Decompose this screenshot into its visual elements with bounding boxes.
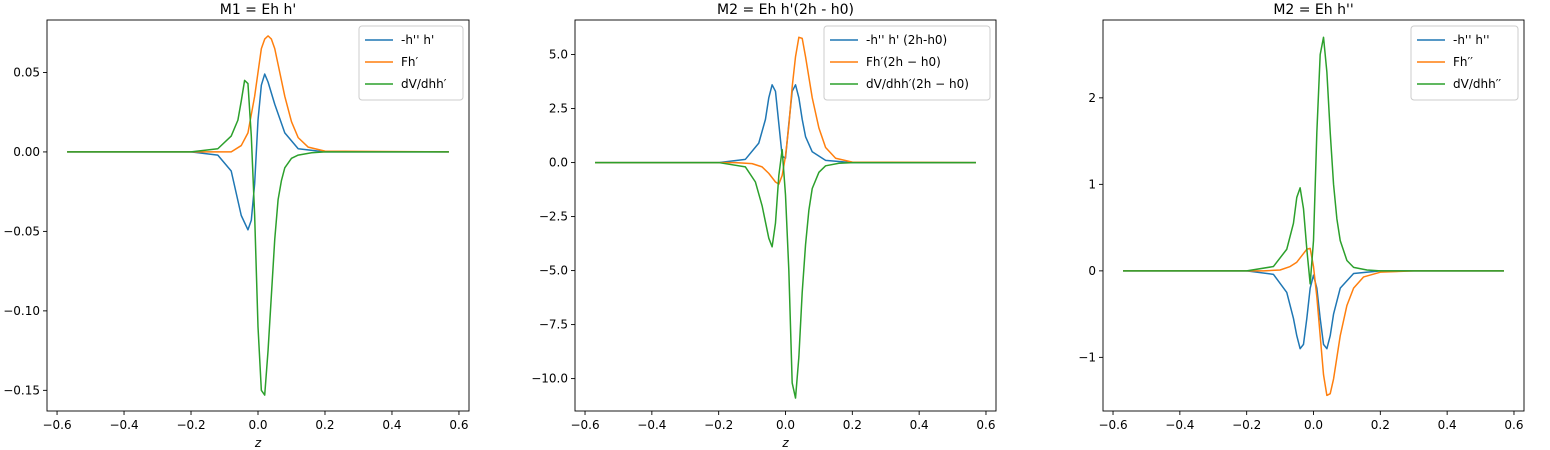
legend-box	[1410, 25, 1519, 101]
legend-label-3: dV/dhh′(2h − h0)	[866, 77, 969, 91]
legend-label-1: -h'' h' (2h-h0)	[866, 33, 947, 47]
x-tick-label: −0.2	[704, 418, 733, 432]
x-tick-label: 0.0	[776, 418, 795, 432]
series-line-1	[67, 73, 449, 231]
legend: -h'' h' (2h-h0) Fh′(2h − h0) dV/dhh′(2h − …	[823, 25, 991, 101]
x-tick-label: −0.6	[1098, 418, 1127, 432]
x-tick-label: 0.0	[248, 418, 267, 432]
x-tick-label: 0.4	[1438, 418, 1457, 432]
series-line-1	[1123, 270, 1504, 350]
series-line-3	[595, 148, 976, 399]
series-line-3	[1123, 36, 1504, 285]
y-tick-label: 0.00	[13, 145, 40, 159]
legend-box	[358, 25, 464, 101]
x-tick-label: 0.4	[382, 418, 401, 432]
y-tick-label: 2.5	[549, 102, 568, 116]
chart-panel-1: M1 = Eh h' −0.6 −0.4 −0.2 0.0 0.2 0.4 0.6 0.05 0.…	[3, 2, 470, 450]
y-tick-label: −10.0	[531, 372, 568, 386]
y-tick-label: −7.5	[539, 318, 568, 332]
chart-panel-2: M2 = Eh h'(2h - h0) −0.6 −0.4 −0.2 0.0 0.2 0.4…	[531, 2, 997, 450]
x-tick-label: 0.0	[1304, 418, 1323, 432]
y-tick-label: −1	[1078, 350, 1096, 364]
series-group	[1123, 36, 1504, 397]
x-tick-label: −0.6	[570, 418, 599, 432]
x-tick-label: 0.2	[843, 418, 862, 432]
x-tick-label: 0.4	[910, 418, 929, 432]
legend-label-1: -h'' h''	[1453, 33, 1490, 47]
x-axis-label: z	[254, 436, 262, 450]
y-tick-label: 0.05	[13, 65, 40, 79]
x-tick-label: 0.2	[1371, 418, 1390, 432]
y-tick-label: 0.0	[549, 156, 568, 170]
legend-box	[823, 25, 991, 101]
series-line-2	[595, 36, 976, 185]
legend-label-2: Fh′′	[1453, 55, 1473, 69]
y-tick-label: 1	[1088, 177, 1096, 191]
x-tick-label: −0.2	[176, 418, 205, 432]
chart-panel-3: M2 = Eh h'' −0.6 −0.4 −0.2 0.0 0.2 0.4 0.6 2 1 0 −1…	[1078, 2, 1525, 432]
chart-title: M2 = Eh h''	[1273, 2, 1353, 18]
y-tick-label: −2.5	[539, 210, 568, 224]
x-axis-label: z	[781, 436, 789, 450]
x-tick-label: −0.6	[42, 418, 71, 432]
x-tick-label: −0.4	[637, 418, 666, 432]
x-tick-label: −0.2	[1232, 418, 1261, 432]
legend: -h'' h'' Fh′′ dV/dhh′′	[1410, 25, 1519, 101]
series-group	[67, 35, 449, 396]
y-tick-label: 5.0	[549, 48, 568, 62]
x-tick-label: −0.4	[1165, 418, 1194, 432]
y-tick-label: 0	[1088, 264, 1096, 278]
x-tick-label: −0.4	[109, 418, 138, 432]
y-tick-label: −0.05	[3, 224, 40, 238]
x-tick-label: 0.6	[449, 418, 468, 432]
x-tick-label: 0.6	[1504, 418, 1523, 432]
legend-label-2: Fh′(2h − h0)	[866, 55, 941, 69]
series-group	[595, 36, 976, 399]
y-tick-label: −5.0	[539, 264, 568, 278]
legend-label-1: -h'' h'	[401, 33, 434, 47]
legend: -h'' h' Fh′ dV/dhh′	[358, 25, 464, 101]
y-tick-label: −0.10	[3, 304, 40, 318]
x-tick-label: 0.6	[976, 418, 995, 432]
chart-title: M1 = Eh h'	[220, 2, 297, 18]
series-line-2	[67, 35, 449, 153]
legend-label-3: dV/dhh′	[401, 77, 447, 91]
y-tick-label: 2	[1088, 91, 1096, 105]
legend-label-2: Fh′	[401, 55, 419, 69]
y-tick-label: −0.15	[3, 383, 40, 397]
legend-label-3: dV/dhh′′	[1453, 77, 1501, 91]
series-line-2	[1123, 247, 1504, 397]
chart-title: M2 = Eh h'(2h - h0)	[717, 2, 854, 18]
series-line-3	[67, 79, 449, 396]
x-tick-label: 0.2	[315, 418, 334, 432]
